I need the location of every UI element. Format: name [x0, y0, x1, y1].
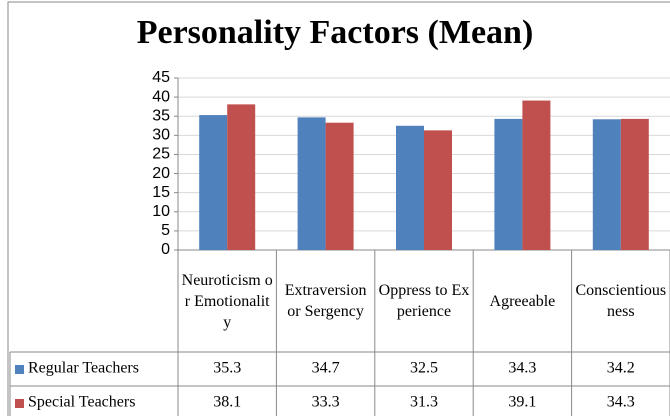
table-value: 35.3 — [213, 360, 241, 377]
table-value: 39.1 — [508, 394, 536, 411]
table-value: 34.2 — [607, 360, 635, 377]
y-tick-label: 35 — [152, 107, 170, 124]
bar — [592, 119, 621, 250]
y-tick-label: 0 — [161, 241, 170, 258]
bar — [396, 125, 424, 250]
bar — [325, 122, 354, 250]
chart-border — [7, 1, 670, 416]
bar — [522, 100, 551, 250]
table-value: 32.5 — [410, 360, 438, 377]
y-tick-label: 15 — [152, 184, 170, 201]
bar — [620, 118, 649, 250]
y-tick-label: 40 — [152, 88, 170, 105]
table-value: 34.7 — [312, 360, 340, 377]
y-tick-label: 45 — [152, 69, 170, 86]
bar — [199, 115, 228, 250]
y-tick-label: 20 — [152, 165, 170, 182]
table-value: 31.3 — [410, 394, 438, 411]
table-value: 38.1 — [213, 394, 241, 411]
y-tick-label: 30 — [152, 127, 170, 144]
legend-label: Special Teachers — [28, 394, 135, 411]
bar — [297, 117, 326, 250]
table-value: 33.3 — [312, 394, 340, 411]
y-tick-label: 10 — [152, 203, 170, 220]
table-value: 34.3 — [508, 360, 536, 377]
x-tick-label: Extraversion or Sergency — [284, 282, 367, 320]
bar — [424, 130, 452, 250]
x-tick-label: Conscientiousness — [575, 282, 667, 320]
y-tick-label: 5 — [161, 222, 170, 239]
legend-key — [15, 399, 24, 408]
bar — [494, 118, 523, 250]
legend-key — [15, 365, 24, 374]
table-value: 34.3 — [607, 394, 635, 411]
bar — [227, 104, 256, 250]
x-tick-label: Agreeable — [489, 292, 556, 310]
legend-label: Regular Teachers — [28, 360, 139, 377]
y-tick-label: 25 — [152, 146, 170, 163]
x-tick-label: Neuroticism or Emotionality — [181, 271, 273, 331]
chart-title: Personality Factors (Mean) — [137, 14, 534, 51]
x-tick-label: Oppress to Experience — [378, 282, 470, 320]
